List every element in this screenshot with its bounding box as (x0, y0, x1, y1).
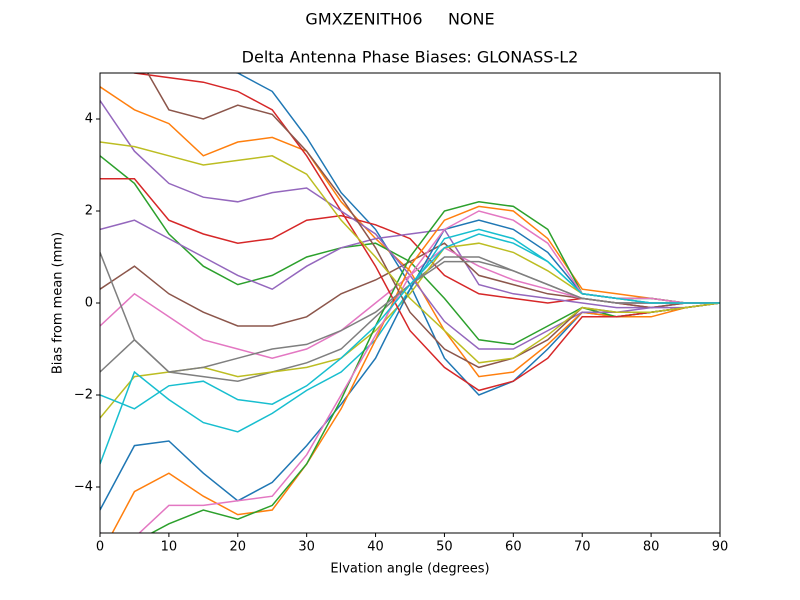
data-line (150, 201, 720, 533)
x-tick-label: 40 (367, 540, 384, 555)
x-tick-label: 50 (436, 540, 453, 555)
data-line (131, 73, 720, 392)
x-tick-label: 70 (574, 540, 591, 555)
data-line (100, 219, 720, 511)
data-line (100, 233, 720, 410)
x-tick-label: 10 (161, 540, 178, 555)
x-tick-label: 30 (298, 540, 315, 555)
data-line (100, 141, 720, 364)
y-tick-label: 4 (85, 112, 93, 127)
x-tick-label: 80 (643, 540, 660, 555)
y-tick-label: 2 (85, 204, 93, 219)
x-tick-label: 60 (505, 540, 522, 555)
x-tick-label: 90 (712, 540, 729, 555)
x-axis-label: Elvation angle (degrees) (330, 562, 489, 577)
y-tick-label: 0 (85, 296, 93, 311)
x-tick-label: 20 (230, 540, 247, 555)
data-line (100, 219, 720, 309)
data-line (100, 228, 720, 465)
y-axis-label: Bias from mean (mm) (51, 232, 66, 374)
y-tick-label: −4 (74, 480, 93, 495)
chart-title: Delta Antenna Phase Biases: GLONASS-L2 (242, 48, 579, 67)
x-tick-label: 0 (96, 540, 104, 555)
data-line (232, 73, 720, 396)
suptitle: GMXZENITH06 NONE (305, 10, 494, 29)
plot-lines (100, 73, 720, 533)
y-tick-label: −2 (74, 388, 93, 403)
data-line (111, 205, 720, 533)
